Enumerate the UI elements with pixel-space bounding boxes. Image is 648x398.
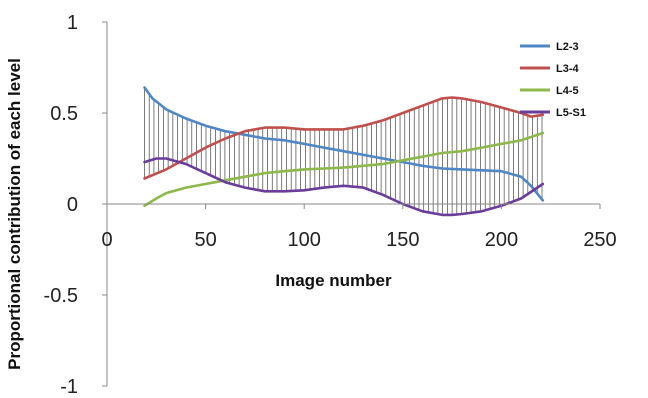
hatch-lines xyxy=(144,87,543,215)
y-tick-label: -1 xyxy=(60,376,78,398)
series-line-l4-5 xyxy=(143,131,545,208)
legend-label-l5-s1: L5-S1 xyxy=(556,107,586,119)
legend-label-l4-5: L4-5 xyxy=(556,85,579,97)
y-tick-label: 1 xyxy=(67,12,78,34)
y-tick-label: -0.5 xyxy=(44,285,78,307)
x-tick-label: 150 xyxy=(386,229,419,251)
series-line-l2-3 xyxy=(143,86,545,202)
series-line-l3-4 xyxy=(143,96,545,180)
x-tick-label: 50 xyxy=(194,229,216,251)
x-tick-label: 100 xyxy=(288,229,321,251)
x-tick-label: 250 xyxy=(583,229,616,251)
series-line-l5-s1 xyxy=(143,157,545,217)
y-tick-labels: -1 -0.5 0 0.5 1 xyxy=(44,12,107,398)
y-tick-label: 0.5 xyxy=(50,103,78,125)
y-axis-label: Proportional contribution of each level xyxy=(5,58,24,370)
legend-label-l2-3: L2-3 xyxy=(556,41,579,53)
legend-label-l3-4: L3-4 xyxy=(556,63,580,75)
x-axis-label: Image number xyxy=(275,271,392,290)
x-tick-labels: 0 50 100 150 200 250 xyxy=(101,204,617,251)
x-tick-label: 0 xyxy=(101,229,112,251)
series-lines xyxy=(143,86,545,217)
legend: L2-3 L3-4 L4-5 L5-S1 xyxy=(520,41,586,119)
y-tick-label: 0 xyxy=(67,194,78,216)
x-tick-label: 200 xyxy=(485,229,518,251)
